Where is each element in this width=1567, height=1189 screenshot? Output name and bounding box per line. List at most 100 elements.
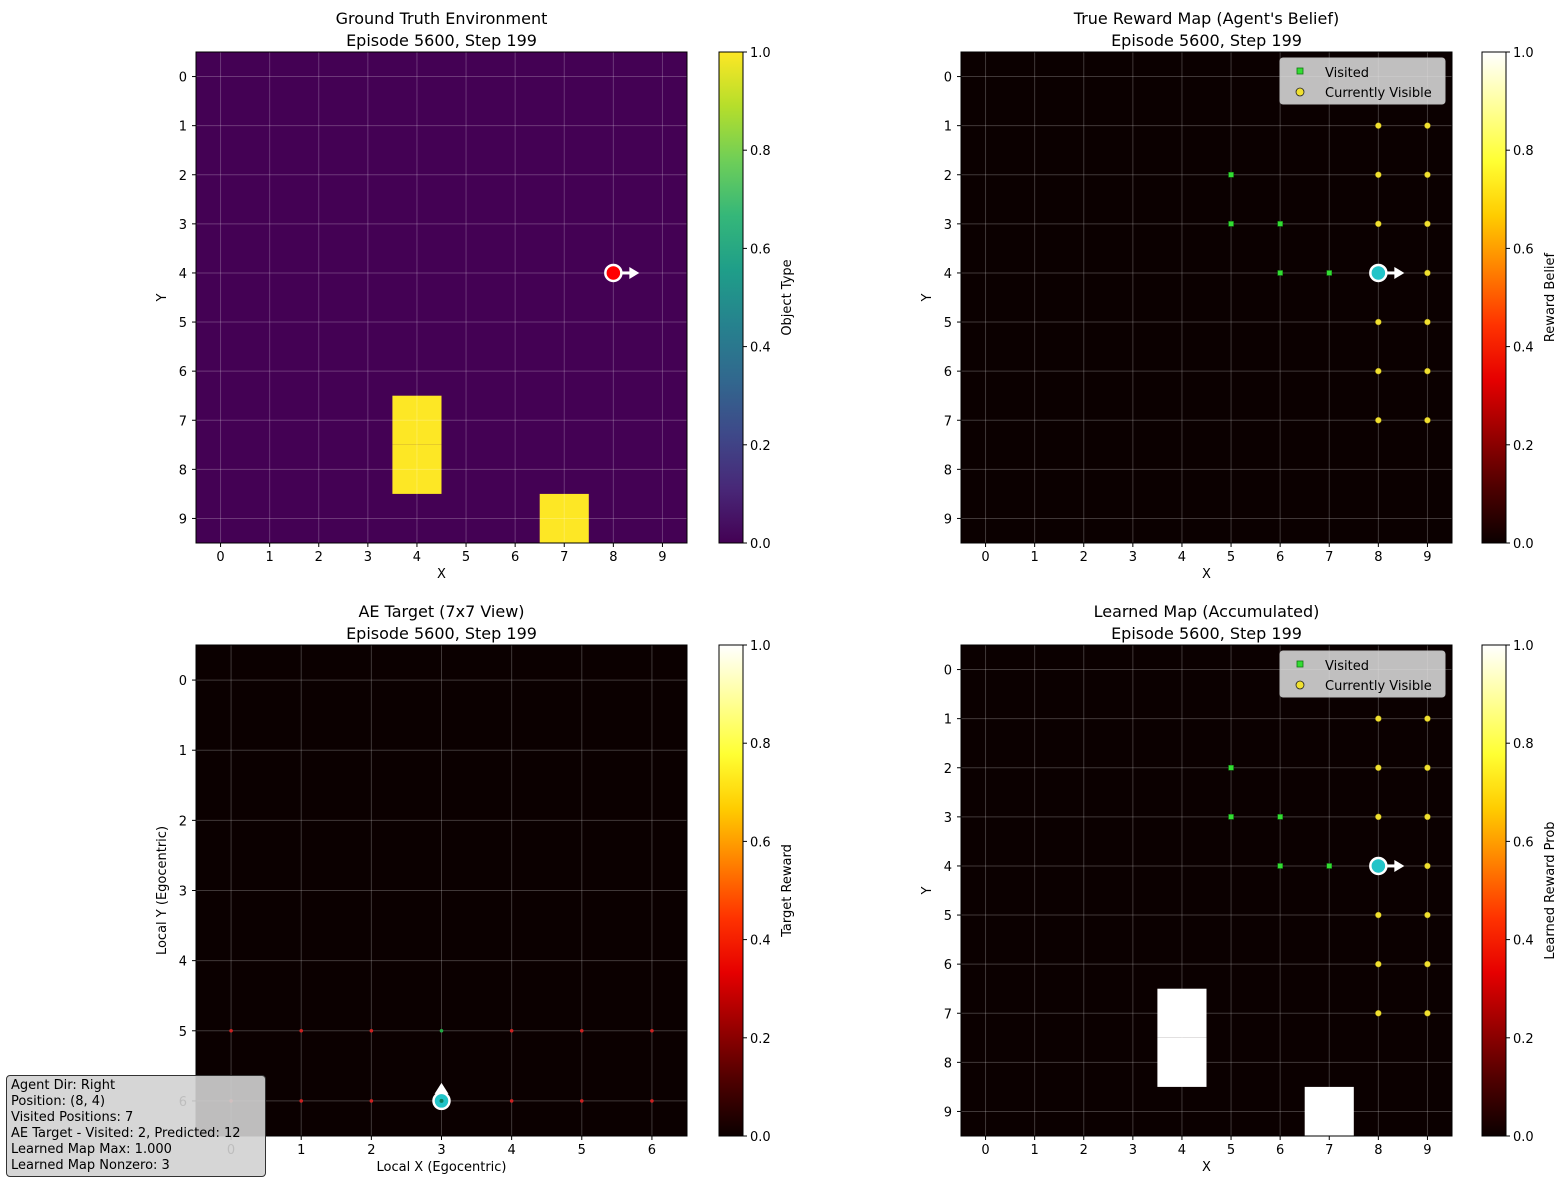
visible-marker — [1375, 220, 1382, 228]
x-axis-label: Local X (Egocentric) — [376, 1160, 506, 1175]
y-tick-label: 1 — [179, 744, 187, 759]
heatmap-background — [196, 645, 687, 1136]
visible-marker — [1424, 764, 1431, 771]
colorbar-tick-label: 1.0 — [750, 639, 771, 654]
info-visited: Visited Positions: 7 — [11, 1110, 134, 1125]
x-tick-label: 4 — [1178, 550, 1186, 565]
y-tick-label: 0 — [179, 71, 187, 86]
visited-marker — [1228, 814, 1234, 820]
chart-title: Learned Map (Accumulated) — [1094, 602, 1320, 621]
agent-arrow-head — [434, 1082, 449, 1094]
visited-marker — [1326, 863, 1332, 869]
heatmap-cell — [1157, 1037, 1207, 1087]
y-tick-label: 2 — [944, 762, 952, 777]
visible-marker — [1424, 220, 1431, 228]
x-tick-label: 7 — [560, 550, 568, 565]
legend-box — [1279, 57, 1446, 105]
agent-marker — [604, 263, 623, 283]
x-tick-label: 4 — [1178, 1143, 1186, 1158]
colorbar-tick-label: 0.6 — [1513, 242, 1534, 257]
visible-marker — [1424, 911, 1431, 919]
heatmap-background — [961, 52, 1452, 543]
colorbar-tick-label: 0.2 — [1513, 439, 1534, 454]
y-tick-label: 3 — [944, 218, 952, 233]
colorbar-tick-label: 0.6 — [750, 835, 771, 850]
visible-marker — [1424, 367, 1431, 375]
x-tick-label: 0 — [981, 1143, 989, 1158]
x-tick-label: 2 — [315, 550, 323, 565]
x-tick-label: 7 — [1325, 550, 1333, 565]
predicted-point — [369, 1099, 374, 1103]
x-tick-label: 0 — [216, 550, 224, 565]
x-tick-label: 3 — [364, 550, 372, 565]
visible-marker — [1375, 764, 1382, 771]
heatmap-cell — [392, 395, 442, 445]
colorbar-tick-label: 1.0 — [1513, 46, 1534, 61]
visited-marker — [1277, 863, 1283, 869]
y-tick-label: 4 — [179, 955, 187, 970]
visible-marker — [1424, 960, 1431, 968]
y-tick-label: 3 — [944, 811, 952, 826]
x-tick-label: 6 — [511, 550, 519, 565]
y-tick-label: 1 — [944, 120, 952, 135]
x-tick-label: 1 — [1031, 550, 1039, 565]
x-tick-label: 4 — [413, 550, 421, 565]
panel-1: 0 1 2 3 4 5 6 7 8 9 0 1 2 3 4 5 6 7 8 9 X Y Ground Truth Envir… — [155, 9, 795, 582]
visible-marker — [1375, 960, 1382, 968]
chart-title: AE Target (7x7 View) — [358, 602, 524, 621]
y-tick-label: 5 — [944, 909, 952, 924]
x-tick-label: 8 — [1374, 1143, 1382, 1158]
visited-marker — [1228, 765, 1234, 771]
x-tick-label: 6 — [648, 1143, 656, 1158]
panel-2: 0 1 2 3 4 5 6 7 8 9 0 1 2 3 4 5 6 7 8 9 X Y True Reward Map (A… — [920, 9, 1558, 582]
x-tick-label: 5 — [462, 550, 470, 565]
visited-point — [439, 1028, 444, 1033]
predicted-point — [299, 1099, 304, 1103]
x-tick-label: 6 — [1276, 550, 1284, 565]
x-tick-label: 3 — [1129, 550, 1137, 565]
x-tick-label: 4 — [508, 1143, 516, 1158]
colorbar-tick-label: 0.2 — [1513, 1032, 1534, 1047]
colorbar — [718, 51, 744, 544]
info-agent-dir: Agent Dir: Right — [11, 1078, 116, 1093]
visible-marker — [1424, 318, 1431, 326]
predicted-point — [579, 1028, 584, 1033]
agent-arrow-head — [629, 266, 640, 279]
y-tick-label: 4 — [944, 860, 952, 875]
y-tick-label: 8 — [179, 463, 187, 478]
y-tick-label: 2 — [179, 169, 187, 184]
y-tick-label: 7 — [179, 414, 187, 429]
predicted-point — [229, 1028, 233, 1033]
y-tick-label: 3 — [179, 218, 187, 233]
colorbar-tick-label: 0.4 — [1513, 341, 1534, 356]
heatmap-cell — [392, 444, 442, 494]
y-tick-label: 0 — [179, 674, 187, 689]
colorbar — [1481, 644, 1507, 1137]
y-axis-label: Y — [155, 293, 170, 302]
legend-visible-marker — [1295, 680, 1305, 690]
panel-4: 0 1 2 3 4 5 6 7 8 9 0 1 2 3 4 5 6 7 8 9 X Y Learned Map (Accum… — [920, 602, 1558, 1175]
predicted-point — [369, 1028, 374, 1033]
visible-marker — [1375, 715, 1382, 722]
info-box: Agent Dir: Right Position: (8, 4) Visite… — [6, 1075, 266, 1177]
colorbar-tick-label: 0.2 — [750, 439, 771, 454]
predicted-point — [650, 1099, 654, 1103]
visible-marker — [1375, 417, 1382, 424]
colorbar-tick-label: 0.8 — [1513, 144, 1534, 159]
y-tick-label: 2 — [944, 169, 952, 184]
y-tick-label: 6 — [944, 365, 952, 380]
visible-marker — [1424, 862, 1431, 870]
predicted-point — [509, 1099, 514, 1103]
y-tick-label: 9 — [944, 1105, 952, 1120]
y-tick-label: 6 — [179, 365, 187, 380]
panel-3: 01234560123456Local X (Egocentric)Local … — [155, 602, 795, 1175]
legend-visited-label: Visited — [1325, 66, 1369, 81]
visited-marker — [1228, 221, 1234, 227]
agent-center-dot — [439, 1098, 444, 1103]
x-tick-label: 3 — [437, 1143, 445, 1158]
visited-marker — [1277, 814, 1283, 820]
chart-subtitle: Episode 5600, Step 199 — [346, 31, 537, 50]
x-tick-label: 8 — [1374, 550, 1382, 565]
y-tick-label: 1 — [179, 120, 187, 135]
info-map-max: Learned Map Max: 1.000 — [11, 1142, 172, 1157]
